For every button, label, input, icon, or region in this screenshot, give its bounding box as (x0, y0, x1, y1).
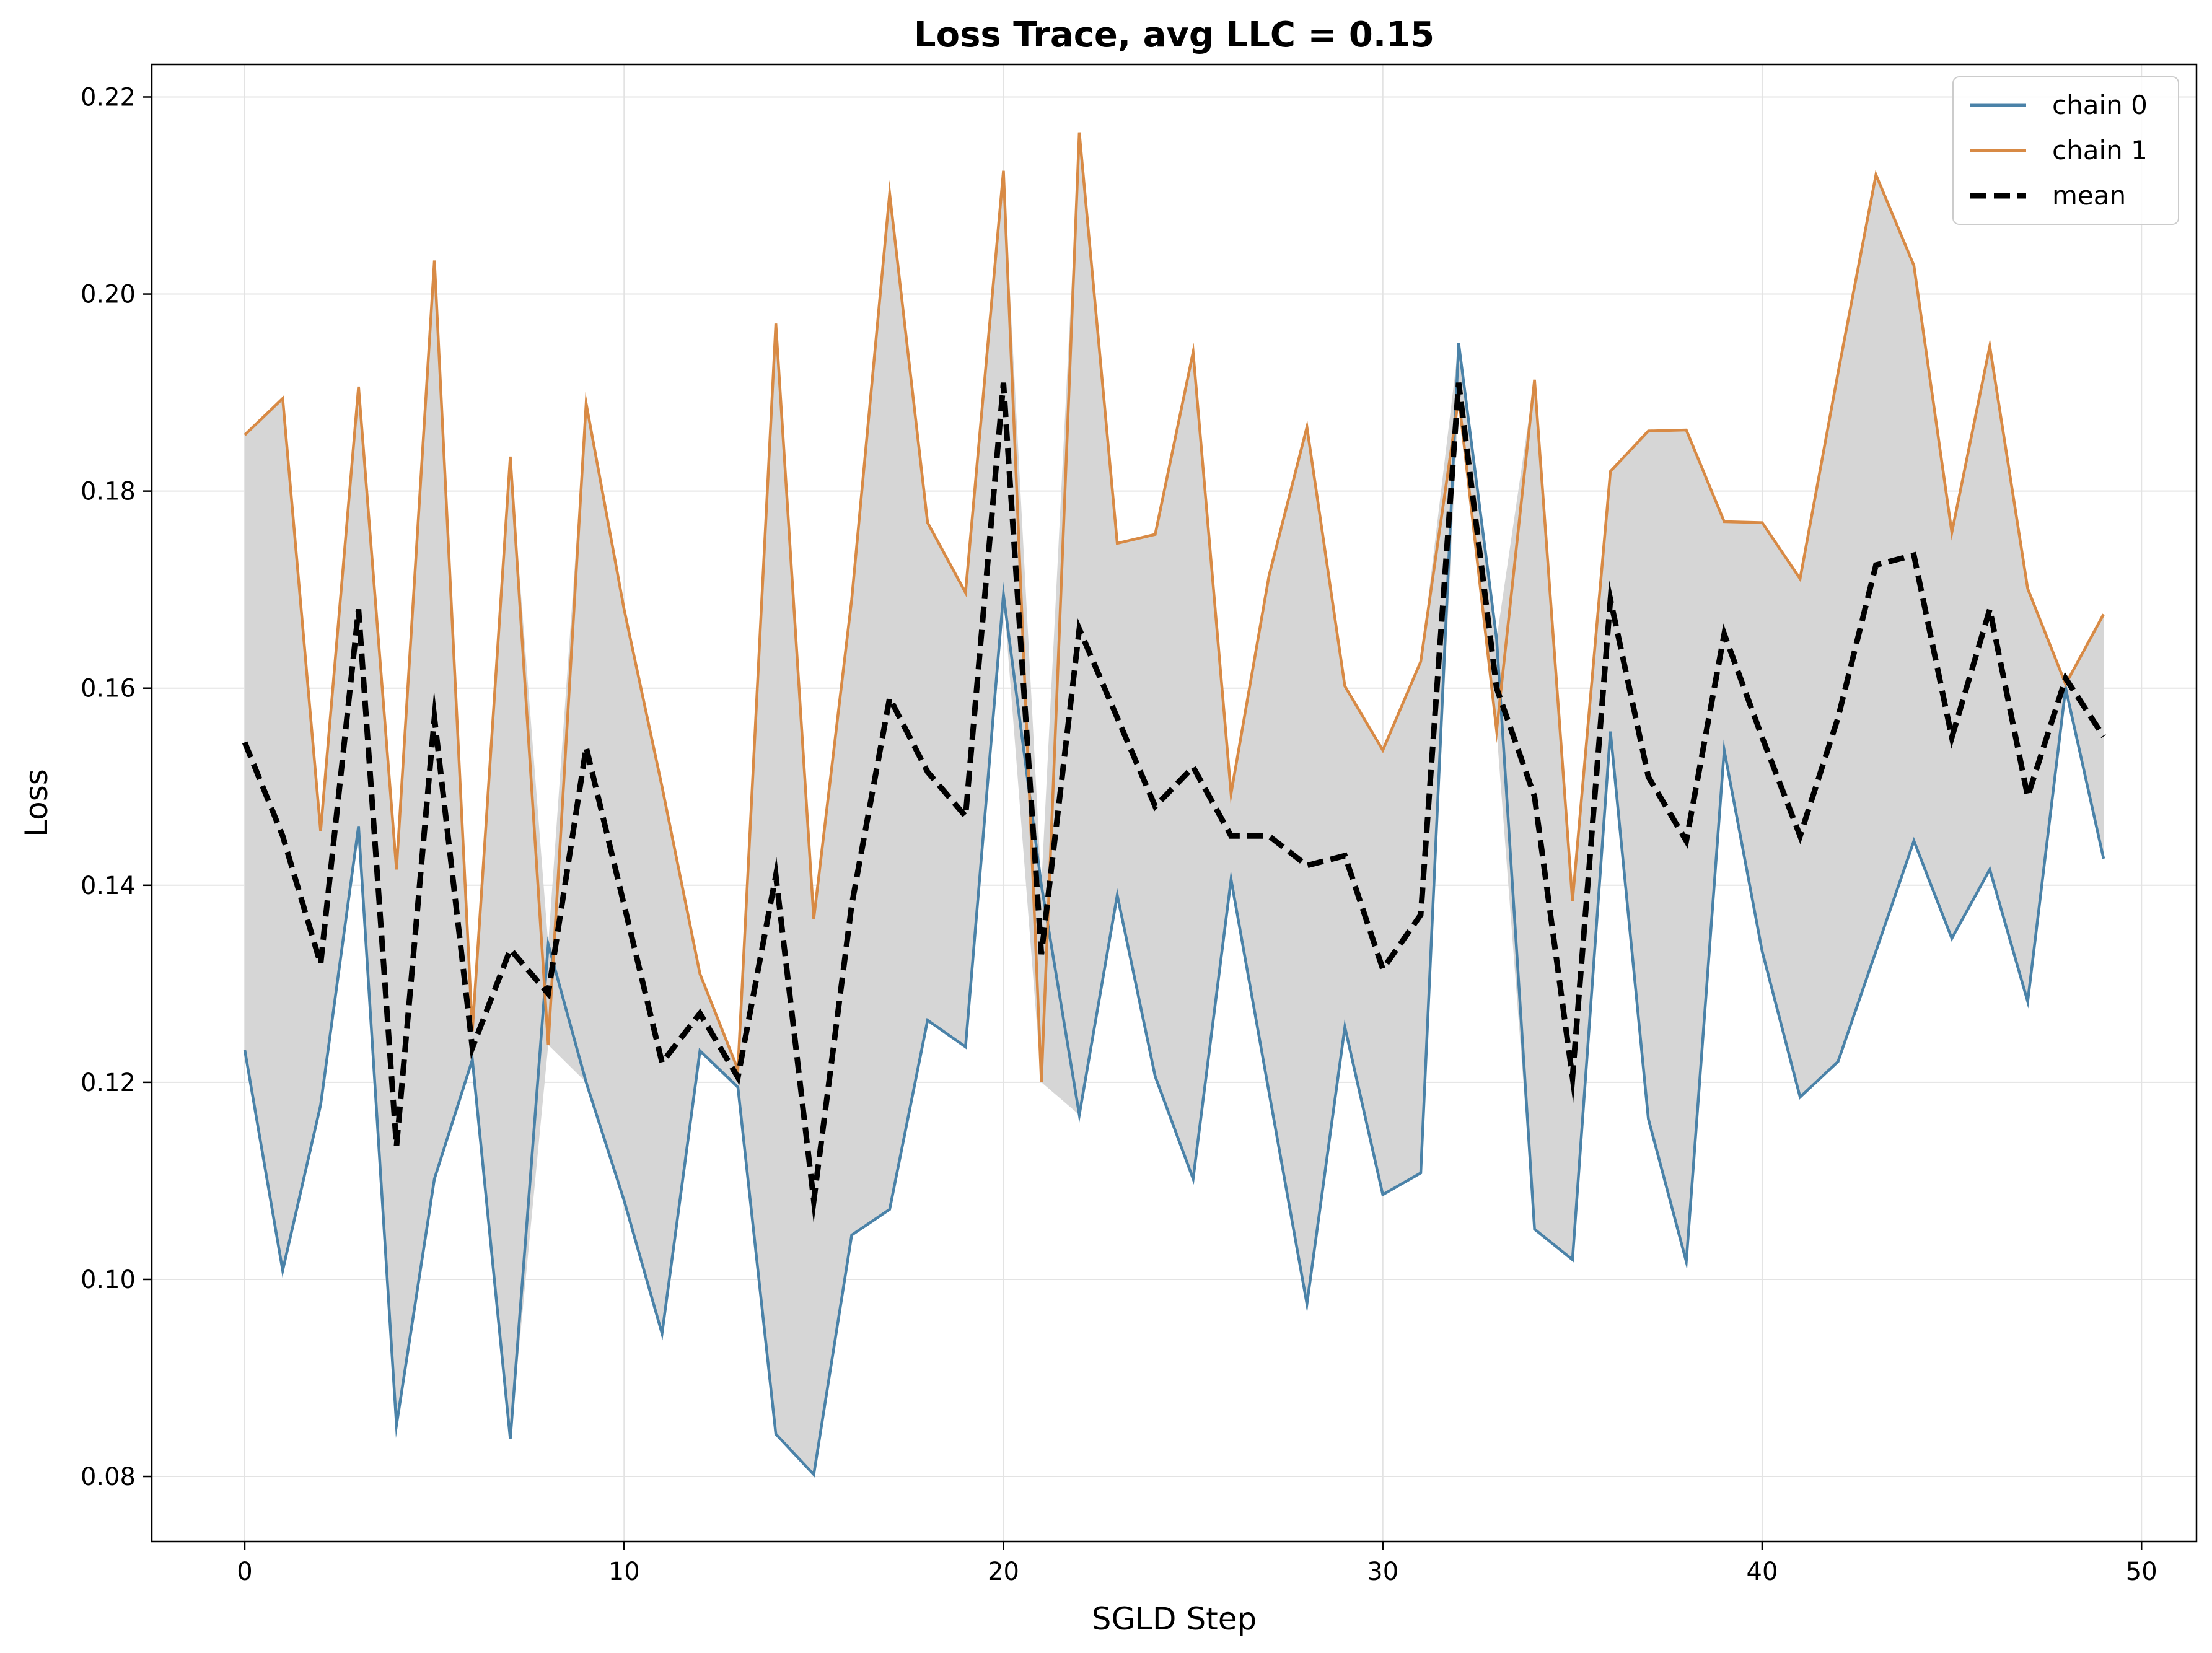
x-tick-label: 10 (608, 1558, 640, 1586)
y-tick-label: 0.08 (81, 1463, 136, 1491)
range-fill (245, 132, 2104, 1475)
plot-frame (151, 63, 2198, 1543)
y-tick-label: 0.22 (81, 83, 136, 112)
y-axis-label: Loss (19, 769, 55, 837)
x-tick-label: 0 (237, 1558, 252, 1586)
y-tick-label: 0.20 (81, 281, 136, 309)
x-tick-label: 40 (1747, 1558, 1778, 1586)
y-tick-label: 0.18 (81, 478, 136, 506)
series-lines (242, 132, 2106, 1478)
x-axis-label: SGLD Step (1092, 1601, 1257, 1637)
chain-range-band (245, 132, 2104, 1475)
series-line-mean (242, 382, 2106, 1224)
legend: chain 0 chain 1 mean (1952, 76, 2179, 225)
x-tick-label: 50 (2126, 1558, 2157, 1586)
legend-label-mean: mean (2052, 180, 2126, 211)
x-tick-label: 30 (1367, 1558, 1398, 1586)
legend-box (1952, 76, 2179, 225)
series-line-chain-1 (244, 132, 2105, 1082)
y-tick-label: 0.10 (81, 1266, 136, 1294)
x-tick-label: 20 (988, 1558, 1019, 1586)
axis-ticks: 0 10 20 30 40 50 0.08 0.10 0.12 0.14 0.16 0.18 0.20 0… (81, 83, 2157, 1586)
chart-title: Loss Trace, avg LLC = 0.15 (914, 15, 1434, 55)
y-tick-label: 0.14 (81, 872, 136, 900)
legend-label-chain-0: chain 0 (2052, 90, 2148, 120)
legend-label-chain-1: chain 1 (2052, 135, 2148, 165)
y-tick-label: 0.12 (81, 1069, 136, 1097)
y-tick-label: 0.16 (81, 675, 136, 703)
